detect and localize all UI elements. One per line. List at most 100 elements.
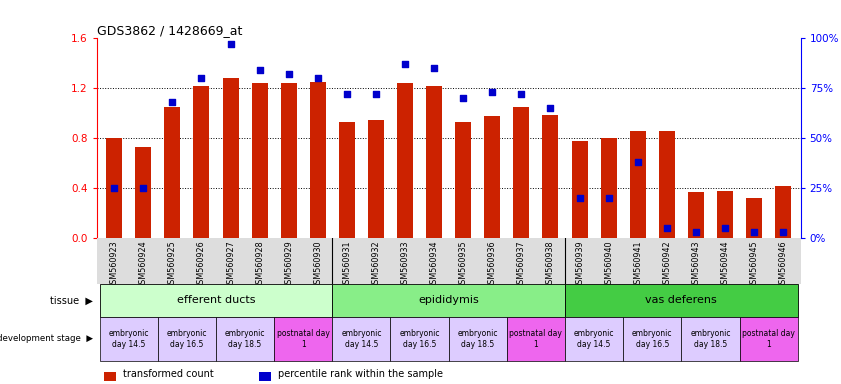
Point [282, 71, 295, 78]
Text: GSM560936: GSM560936 [488, 240, 497, 289]
Text: GSM560926: GSM560926 [197, 240, 206, 289]
Text: percentile rank within the sample: percentile rank within the sample [278, 369, 443, 379]
Bar [99, 317, 158, 361]
Point [602, 195, 616, 201]
Bar [193, 86, 209, 238]
Point [689, 229, 702, 235]
Bar [426, 86, 442, 238]
Bar [739, 317, 798, 361]
Text: GSM560925: GSM560925 [168, 240, 177, 289]
Point [399, 61, 412, 68]
Bar [542, 114, 558, 238]
Text: GSM560937: GSM560937 [517, 240, 526, 289]
Bar [368, 119, 384, 238]
Text: embryonic
day 18.5: embryonic day 18.5 [225, 329, 265, 349]
Point [631, 159, 644, 165]
Text: embryonic
day 18.5: embryonic day 18.5 [690, 329, 731, 349]
Point [718, 225, 732, 231]
Bar [600, 138, 616, 238]
Point [515, 91, 528, 98]
Bar [103, 372, 116, 381]
Text: embryonic
day 16.5: embryonic day 16.5 [632, 329, 673, 349]
Bar [659, 131, 674, 238]
Bar [281, 83, 297, 238]
Point [573, 195, 586, 201]
Point [776, 229, 790, 235]
Text: development stage  ▶: development stage ▶ [0, 334, 93, 343]
Point [544, 105, 558, 111]
Bar [623, 317, 681, 361]
Text: GSM560946: GSM560946 [779, 240, 788, 289]
Text: efferent ducts: efferent ducts [177, 295, 255, 306]
Bar [448, 317, 507, 361]
Text: postnatal day
1: postnatal day 1 [510, 329, 563, 349]
Bar [223, 78, 239, 238]
Text: GSM560932: GSM560932 [372, 240, 380, 289]
Text: GSM560941: GSM560941 [633, 240, 643, 289]
Bar [332, 317, 390, 361]
Point [485, 89, 499, 95]
Text: GSM560923: GSM560923 [109, 240, 119, 289]
Bar [572, 141, 588, 238]
Bar [717, 190, 733, 238]
Text: transformed count: transformed count [124, 369, 214, 379]
Text: GSM560930: GSM560930 [314, 240, 322, 289]
Text: embryonic
day 16.5: embryonic day 16.5 [399, 329, 440, 349]
Bar [565, 317, 623, 361]
Point [253, 67, 267, 73]
Bar [507, 317, 565, 361]
Text: GSM560939: GSM560939 [575, 240, 584, 289]
Text: GSM560929: GSM560929 [284, 240, 294, 289]
Bar [397, 83, 413, 238]
Bar [455, 122, 471, 238]
Text: GSM560943: GSM560943 [691, 240, 701, 289]
Text: epididymis: epididymis [418, 295, 479, 306]
Bar [274, 317, 332, 361]
Bar [339, 122, 355, 238]
Text: tissue  ▶: tissue ▶ [50, 295, 93, 306]
Text: GSM560928: GSM560928 [255, 240, 264, 289]
Bar [259, 372, 272, 381]
Text: GSM560931: GSM560931 [342, 240, 352, 289]
Text: GSM560927: GSM560927 [226, 240, 235, 289]
Point [166, 99, 179, 105]
Text: embryonic
day 16.5: embryonic day 16.5 [167, 329, 207, 349]
Point [457, 95, 470, 101]
Text: GSM560942: GSM560942 [663, 240, 671, 289]
Text: postnatal day
1: postnatal day 1 [743, 329, 795, 349]
Text: GDS3862 / 1428669_at: GDS3862 / 1428669_at [97, 24, 242, 37]
Point [748, 229, 761, 235]
Bar [775, 186, 791, 238]
Bar [164, 107, 180, 238]
Point [224, 41, 237, 48]
Text: GSM560935: GSM560935 [458, 240, 468, 289]
Text: postnatal day
1: postnatal day 1 [277, 329, 330, 349]
Point [108, 185, 121, 191]
Bar [513, 107, 529, 238]
Point [195, 75, 209, 81]
Text: embryonic
day 14.5: embryonic day 14.5 [574, 329, 615, 349]
Bar [390, 317, 448, 361]
Point [369, 91, 383, 98]
Bar [216, 317, 274, 361]
Bar [99, 284, 332, 317]
Bar [332, 284, 565, 317]
Text: embryonic
day 14.5: embryonic day 14.5 [108, 329, 149, 349]
Text: GSM560938: GSM560938 [546, 240, 555, 289]
Point [136, 185, 150, 191]
Text: GSM560934: GSM560934 [430, 240, 439, 289]
Point [660, 225, 674, 231]
Text: embryonic
day 14.5: embryonic day 14.5 [341, 329, 382, 349]
Text: GSM560940: GSM560940 [604, 240, 613, 289]
Text: GSM560945: GSM560945 [749, 240, 759, 289]
Text: vas deferens: vas deferens [646, 295, 717, 306]
Point [311, 75, 325, 81]
Bar [746, 198, 762, 238]
Bar [484, 116, 500, 238]
Bar [97, 238, 801, 284]
Point [340, 91, 353, 98]
Bar [630, 131, 646, 238]
Bar [251, 83, 267, 238]
Bar [106, 138, 122, 238]
Text: GSM560924: GSM560924 [139, 240, 148, 289]
